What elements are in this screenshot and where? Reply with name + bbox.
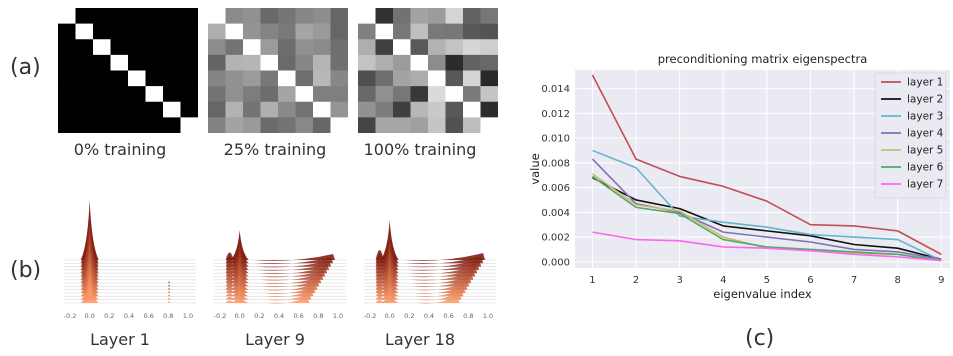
series-line-layer-7	[592, 231, 942, 262]
chart-title: preconditioning matrix eigenspectra	[658, 52, 868, 66]
y-tick-label: 0.008	[541, 158, 570, 169]
y-tick-label: 0.012	[541, 109, 570, 120]
caption-25-training: 25% training	[223, 140, 327, 159]
x-tick-label: 8	[894, 275, 900, 286]
histogram-tick-label: 0.4	[124, 312, 134, 320]
histogram-tick-label: 0.8	[463, 312, 473, 320]
histogram-layer-9: -0.2 0.0 0.2 0.4 0.6 0.8 1.0	[214, 230, 346, 320]
histogram-layer-1: -0.2 0.0 0.2 0.4 0.6 0.8 1.0	[64, 200, 196, 320]
x-tick-label: 3	[676, 275, 682, 286]
series-line-layer-6	[591, 175, 942, 262]
histogram-tick-label: 1.0	[183, 312, 193, 320]
y-axis-label: value	[528, 153, 542, 184]
legend-label: layer 1	[907, 77, 943, 89]
x-tick-label: 2	[633, 275, 639, 286]
y-tick-label: 0.000	[541, 257, 570, 268]
histogram-tick-label: 0.4	[274, 312, 284, 320]
histogram-tick-label: 0.0	[84, 312, 94, 320]
histogram-tick-label: -0.2	[214, 312, 227, 320]
legend-label: layer 7	[907, 179, 943, 191]
x-tick-label: 7	[851, 275, 857, 286]
x-tick-label: 6	[807, 275, 813, 286]
histogram-tick-label: -0.2	[364, 312, 377, 320]
matrix-25-training	[208, 8, 348, 133]
x-tick-label: 9	[938, 275, 944, 286]
x-tick-label: 4	[720, 275, 726, 286]
histogram-tick-label: 0.2	[254, 312, 264, 320]
histogram-tick-label: 1.0	[483, 312, 493, 320]
x-tick-label: 5	[764, 275, 770, 286]
matrix-100-training	[358, 8, 498, 133]
x-axis-label: eigenvalue index	[713, 287, 812, 301]
legend-label: layer 2	[907, 94, 943, 106]
histogram-tick-label: 0.2	[104, 312, 114, 320]
histogram-tick-label: -0.2	[64, 312, 77, 320]
caption-layer-9: Layer 9	[245, 330, 305, 349]
legend-label: layer 5	[907, 145, 943, 157]
caption-0-training: 0% training	[73, 140, 167, 159]
series-line-layer-2	[592, 176, 942, 261]
y-tick-label: 0.014	[541, 84, 570, 95]
legend-label: layer 4	[907, 128, 944, 140]
histogram-tick-label: 1.0	[333, 312, 343, 320]
histogram-layer-18: -0.2 0.0 0.2 0.4 0.6 0.8 1.0	[364, 220, 496, 320]
histogram-tick-label: 0.6	[443, 312, 453, 320]
x-tick-label: 1	[589, 275, 595, 286]
y-tick-label: 0.002	[541, 233, 570, 244]
y-tick-label: 0.004	[541, 208, 570, 219]
legend-label: layer 3	[907, 111, 943, 123]
caption-layer-18: Layer 18	[384, 330, 456, 349]
y-tick-label: 0.010	[541, 134, 570, 145]
matrix-0-training	[58, 8, 198, 133]
legend-label: layer 6	[907, 162, 944, 174]
histogram-tick-label: 0.0	[234, 312, 244, 320]
panel-c-label: (c)	[745, 326, 775, 351]
histogram-tick-label: 0.6	[143, 312, 153, 320]
histogram-tick-label: 0.4	[424, 312, 434, 320]
series-line-layer-3	[592, 149, 942, 262]
histogram-tick-label: 0.0	[384, 312, 394, 320]
y-tick-label: 0.006	[541, 183, 570, 194]
caption-100-training: 100% training	[363, 140, 477, 159]
series-line-layer-1	[591, 74, 942, 256]
eigenspectra-chart: 0.000 0.002 0.004 0.006 0.008 0.010 0.012 0.014…	[528, 52, 950, 301]
histogram-tick-label: 0.6	[293, 312, 303, 320]
panel-b-label: (b)	[10, 258, 42, 283]
histogram-tick-label: 0.8	[313, 312, 323, 320]
histogram-tick-label: 0.8	[163, 312, 173, 320]
caption-layer-1: Layer 1	[90, 330, 150, 349]
panel-a-label: (a)	[10, 55, 41, 80]
histogram-tick-label: 0.2	[404, 312, 414, 320]
